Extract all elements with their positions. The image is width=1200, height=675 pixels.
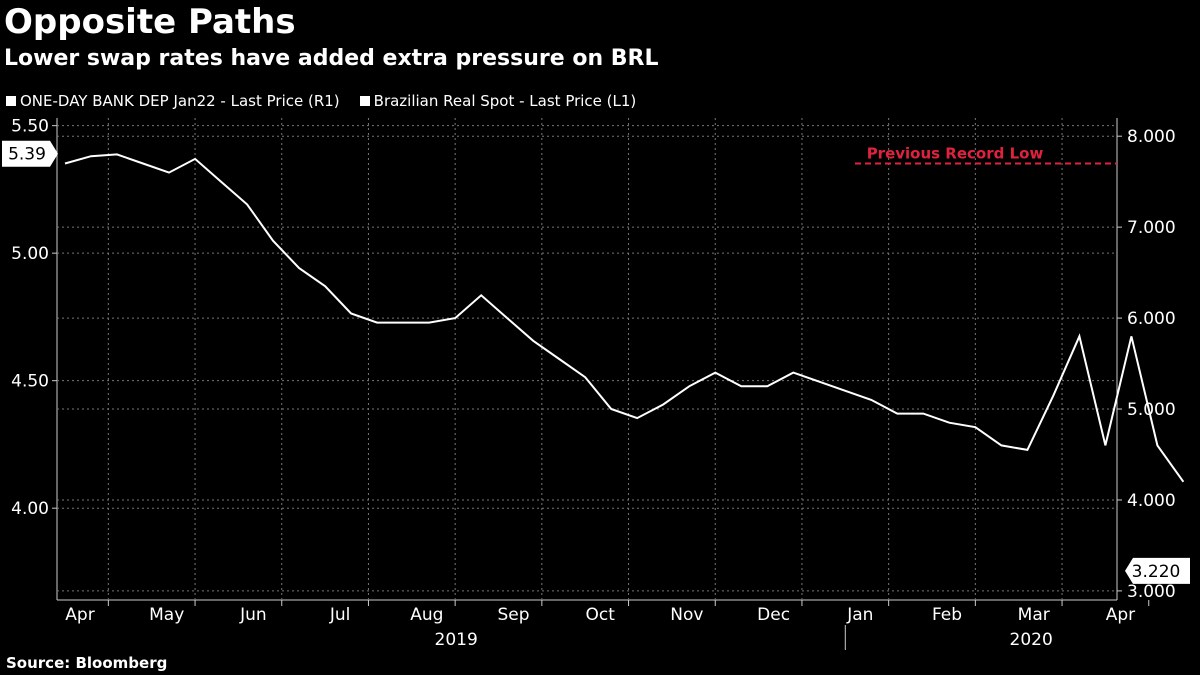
month-label: Mar (1018, 605, 1050, 625)
tick-label-right: 4.000 (1127, 491, 1176, 511)
legend-label-brl: Brazilian Real Spot - Last Price (L1) (373, 92, 637, 110)
series-line (64, 153, 1185, 483)
source-note: Source: Bloomberg (6, 654, 168, 672)
legend-label-swap: ONE-DAY BANK DEP Jan22 - Last Price (R1) (20, 92, 340, 110)
last-value-left: 5.39 (8, 145, 46, 165)
record-low-label: Previous Record Low (867, 144, 1044, 162)
month-label: Nov (670, 605, 703, 625)
legend-swatch-icon (359, 96, 370, 106)
legend: ONE-DAY BANK DEP Jan22 - Last Price (R1)… (6, 92, 636, 110)
month-label: Jul (329, 605, 351, 625)
month-label: Aug (410, 605, 443, 625)
month-label: Apr (1106, 605, 1135, 625)
tick-label-right: 6.000 (1127, 309, 1176, 329)
legend-swatch-icon (6, 96, 16, 106)
tick-label-left: 5.50 (11, 117, 49, 137)
legend-item-brl: Brazilian Real Spot - Last Price (L1) (359, 92, 637, 110)
month-label: May (149, 605, 184, 625)
month-label: Oct (585, 605, 615, 625)
month-label: Apr (65, 605, 94, 625)
chart-subtitle: Lower swap rates have added extra pressu… (4, 46, 659, 71)
month-label: Jan (846, 605, 873, 625)
year-label-2020: 2020 (1010, 630, 1053, 650)
tick-label-left: 5.00 (11, 244, 49, 264)
month-label: Feb (932, 605, 962, 625)
tick-label-left: 4.00 (11, 499, 49, 519)
tick-label-right: 3.000 (1127, 582, 1176, 602)
month-label: Jun (239, 605, 267, 625)
last-value-left-bg (2, 140, 58, 167)
legend-item-swap: ONE-DAY BANK DEP Jan22 - Last Price (R1) (6, 92, 340, 110)
chart-title: Opposite Paths (4, 2, 296, 42)
tick-label-left: 4.50 (11, 372, 49, 392)
last-value-right: 3.220 (1132, 562, 1181, 582)
tick-label-right: 7.000 (1127, 218, 1176, 238)
tick-label-right: 5.000 (1127, 400, 1176, 420)
month-label: Dec (757, 605, 790, 625)
month-label: Sep (497, 605, 529, 625)
last-value-right-bg (1125, 557, 1190, 584)
tick-label-right: 8.000 (1127, 127, 1176, 147)
year-label-2019: 2019 (435, 630, 478, 650)
